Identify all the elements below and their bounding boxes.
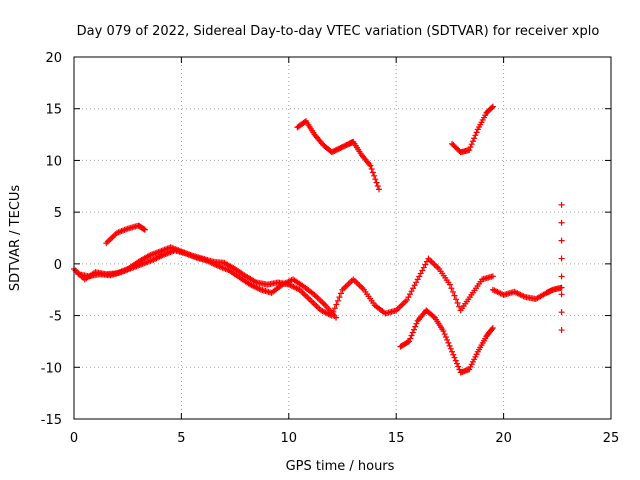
data-point [452, 357, 459, 364]
x-tick-label: 20 [495, 431, 512, 446]
data-point [468, 141, 475, 148]
data-point [369, 169, 376, 176]
x-tick-label: 0 [70, 431, 78, 446]
data-point [489, 103, 496, 110]
plot-frame [73, 56, 612, 420]
data-point [488, 104, 495, 111]
x-axis-label: GPS time / hours [286, 459, 395, 474]
data-point [449, 288, 456, 295]
data-point [447, 345, 454, 352]
data-point [466, 147, 473, 154]
data-point [404, 339, 411, 346]
data-point [368, 165, 375, 172]
data-point [472, 132, 479, 139]
data-point [408, 332, 415, 339]
data-point [413, 320, 420, 327]
data-point [410, 326, 417, 333]
data-point [454, 300, 461, 307]
data-point [406, 338, 413, 345]
data-point [558, 237, 565, 244]
data-point [331, 305, 338, 312]
y-tick-label: -10 [41, 361, 62, 376]
data-point [558, 327, 565, 334]
tick-layer: 0 5 10 15 20 25 -15 -10 -5 0 5 10 15 20 [41, 51, 620, 446]
y-tick-label: -15 [41, 413, 62, 428]
data-point [558, 284, 565, 291]
data-point [471, 135, 478, 142]
data-point [409, 329, 416, 336]
data-point [453, 296, 460, 303]
data-point [444, 336, 451, 343]
data-point [558, 273, 565, 280]
data-point [488, 326, 495, 333]
y-tick-label: -5 [49, 310, 62, 325]
series-track-3 [103, 222, 148, 247]
series-track-4 [294, 118, 383, 193]
data-point [558, 291, 565, 298]
data-point [371, 172, 378, 179]
data-point [141, 226, 148, 233]
y-axis-label: SDTVAR / TECUs [8, 185, 23, 292]
x-tick-label: 15 [388, 431, 405, 446]
data-point [336, 294, 343, 301]
x-tick-label: 25 [603, 431, 620, 446]
chart-title: Day 079 of 2022, Sidereal Day-to-day VTE… [77, 24, 600, 39]
data-point [372, 176, 379, 183]
y-tick-label: 10 [45, 154, 62, 169]
y-tick-label: 15 [45, 103, 62, 118]
data-point [412, 323, 419, 330]
data-point [333, 314, 340, 321]
data-point [558, 219, 565, 226]
data-point [558, 309, 565, 316]
data-point [337, 290, 344, 297]
series-track-8 [558, 201, 565, 334]
data-point [558, 255, 565, 262]
x-tick-label: 5 [177, 431, 185, 446]
data-point [451, 292, 458, 299]
series-track-2 [75, 247, 340, 321]
y-tick-label: 20 [45, 51, 62, 66]
data-point [489, 324, 496, 331]
data-point [440, 328, 447, 335]
data-point [367, 162, 374, 169]
data-point [451, 354, 458, 361]
y-tick-label: 0 [54, 258, 62, 273]
data-point [467, 144, 474, 151]
data-point [446, 281, 453, 288]
data-point [455, 363, 462, 370]
data-point [449, 348, 456, 355]
data-point [407, 335, 414, 342]
data-point [442, 333, 449, 340]
series-track-6 [397, 307, 496, 376]
data-point [445, 339, 452, 346]
data-point [469, 138, 476, 145]
data-point [441, 331, 448, 338]
data-point [450, 351, 457, 358]
y-tick-label: 5 [54, 206, 62, 221]
data-point [373, 179, 380, 186]
data-point [456, 303, 463, 310]
x-tick-label: 10 [281, 431, 298, 446]
grid-layer [74, 57, 611, 419]
series-track-7 [489, 284, 565, 303]
data-point [489, 273, 496, 280]
data-point [448, 285, 455, 292]
data-point [333, 301, 340, 308]
data-point [453, 360, 460, 367]
data-point [376, 186, 383, 193]
data-point [446, 342, 453, 349]
data-point [374, 182, 381, 189]
data-point [558, 201, 565, 208]
data-point [473, 129, 480, 136]
series-layer [71, 103, 565, 376]
data-point [334, 297, 341, 304]
series-track-5 [449, 103, 496, 156]
